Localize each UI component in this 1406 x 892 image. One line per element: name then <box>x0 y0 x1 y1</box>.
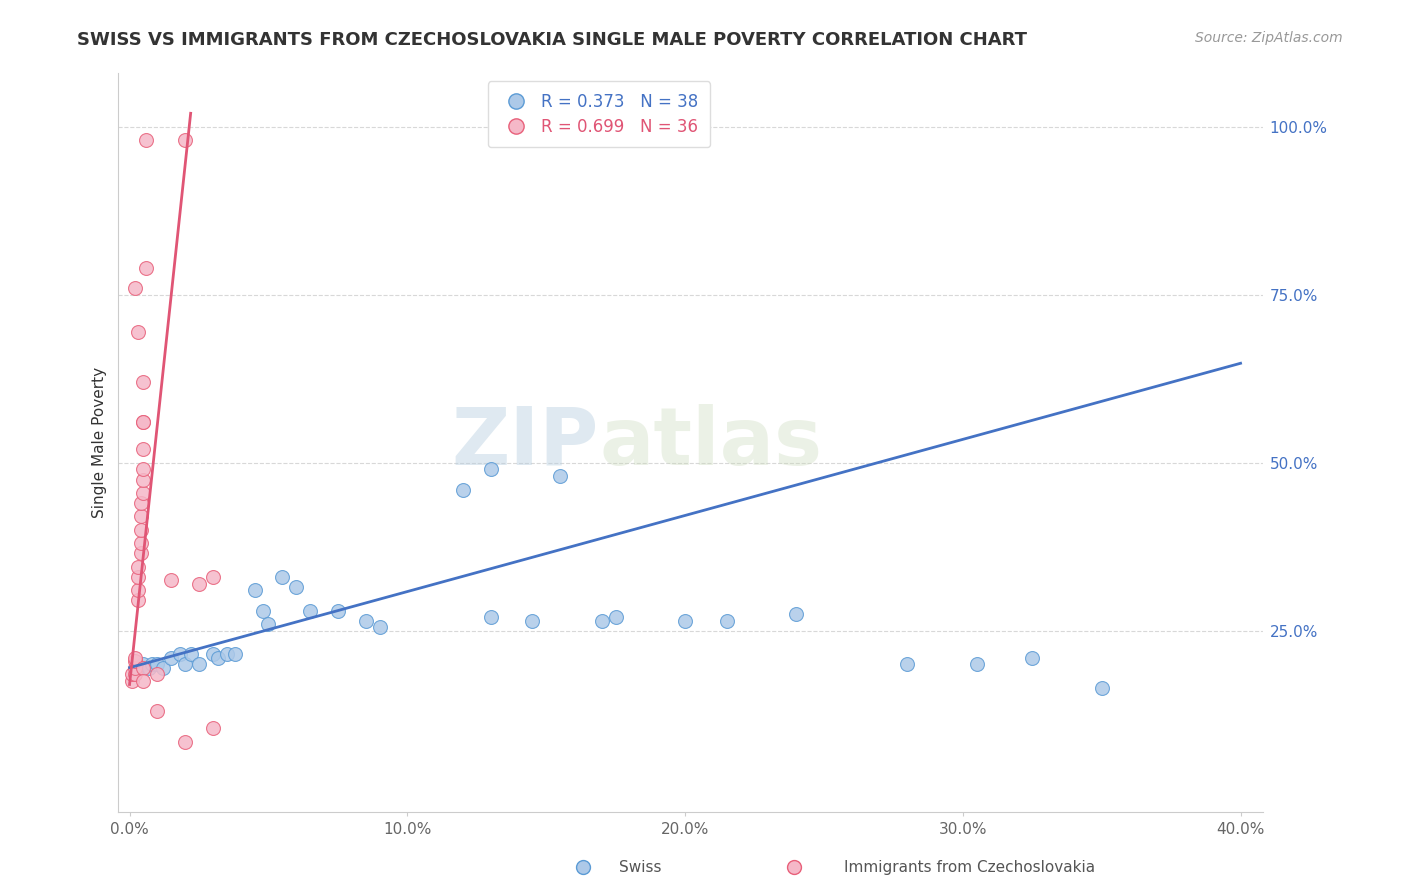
Point <box>605 610 627 624</box>
Point <box>129 523 152 537</box>
Point <box>121 674 143 689</box>
Point <box>326 603 349 617</box>
Point <box>135 133 157 147</box>
Text: Immigrants from Czechoslovakia: Immigrants from Czechoslovakia <box>844 860 1095 874</box>
Point <box>124 661 146 675</box>
Point <box>132 661 155 675</box>
Point <box>132 473 155 487</box>
Point <box>966 657 988 672</box>
Text: atlas: atlas <box>599 403 823 482</box>
Point <box>479 610 502 624</box>
Point <box>146 667 169 681</box>
Point <box>1021 650 1043 665</box>
Point <box>673 614 696 628</box>
Point <box>129 536 152 550</box>
Point <box>188 657 211 672</box>
Point <box>174 657 197 672</box>
Point <box>121 667 143 681</box>
Point <box>207 650 229 665</box>
Point <box>127 593 149 607</box>
Point <box>152 661 174 675</box>
Point <box>132 674 155 689</box>
Point <box>201 721 224 735</box>
Point <box>896 657 918 672</box>
Point <box>354 614 377 628</box>
Text: SWISS VS IMMIGRANTS FROM CZECHOSLOVAKIA SINGLE MALE POVERTY CORRELATION CHART: SWISS VS IMMIGRANTS FROM CZECHOSLOVAKIA … <box>77 31 1028 49</box>
Point <box>129 509 152 524</box>
Point <box>129 496 152 510</box>
Point <box>522 614 544 628</box>
Point <box>132 416 155 430</box>
Point <box>132 416 155 430</box>
Point <box>127 661 149 675</box>
Point <box>127 325 149 339</box>
Text: ZIP: ZIP <box>451 403 599 482</box>
Point <box>174 133 197 147</box>
Text: Source: ZipAtlas.com: Source: ZipAtlas.com <box>1195 31 1343 45</box>
Point <box>160 650 183 665</box>
Point <box>174 734 197 748</box>
Point <box>479 462 502 476</box>
Point <box>132 375 155 389</box>
Point <box>160 574 183 588</box>
Text: Swiss: Swiss <box>619 860 661 874</box>
Point <box>127 560 149 574</box>
Point <box>548 469 571 483</box>
Point <box>138 661 160 675</box>
Point <box>124 650 146 665</box>
Point <box>146 704 169 718</box>
Point <box>129 546 152 560</box>
Point <box>127 583 149 598</box>
Point <box>132 462 155 476</box>
Point <box>224 647 246 661</box>
Point <box>201 647 224 661</box>
Point <box>591 614 613 628</box>
Point <box>141 657 163 672</box>
Point <box>1091 681 1114 695</box>
Point <box>188 576 211 591</box>
Point <box>124 654 146 668</box>
Point <box>146 657 169 672</box>
Point <box>132 486 155 500</box>
Point <box>451 483 474 497</box>
Point <box>271 570 294 584</box>
Point <box>285 580 308 594</box>
Point <box>180 647 202 661</box>
Point <box>124 281 146 295</box>
Point <box>257 617 280 632</box>
Point <box>132 442 155 457</box>
Point <box>132 657 155 672</box>
Point <box>252 603 274 617</box>
Point <box>299 603 322 617</box>
Point <box>124 667 146 681</box>
Point <box>169 647 191 661</box>
Point <box>127 570 149 584</box>
Y-axis label: Single Male Poverty: Single Male Poverty <box>93 367 107 518</box>
Point <box>135 260 157 275</box>
Point <box>368 620 391 634</box>
Point <box>243 583 266 598</box>
Point <box>201 570 224 584</box>
Point <box>785 607 807 621</box>
Point <box>716 614 738 628</box>
Point <box>215 647 238 661</box>
Legend: R = 0.373   N = 38, R = 0.699   N = 36: R = 0.373 N = 38, R = 0.699 N = 36 <box>488 81 710 147</box>
